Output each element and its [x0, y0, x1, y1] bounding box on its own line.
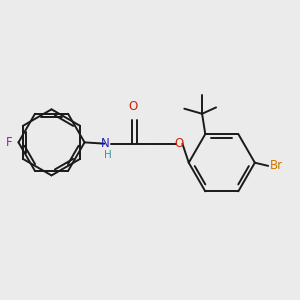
Text: N: N	[100, 137, 109, 150]
Text: O: O	[129, 100, 138, 113]
Text: Br: Br	[270, 159, 283, 172]
Text: F: F	[6, 136, 13, 149]
Text: H: H	[103, 150, 111, 160]
Text: O: O	[174, 137, 183, 150]
